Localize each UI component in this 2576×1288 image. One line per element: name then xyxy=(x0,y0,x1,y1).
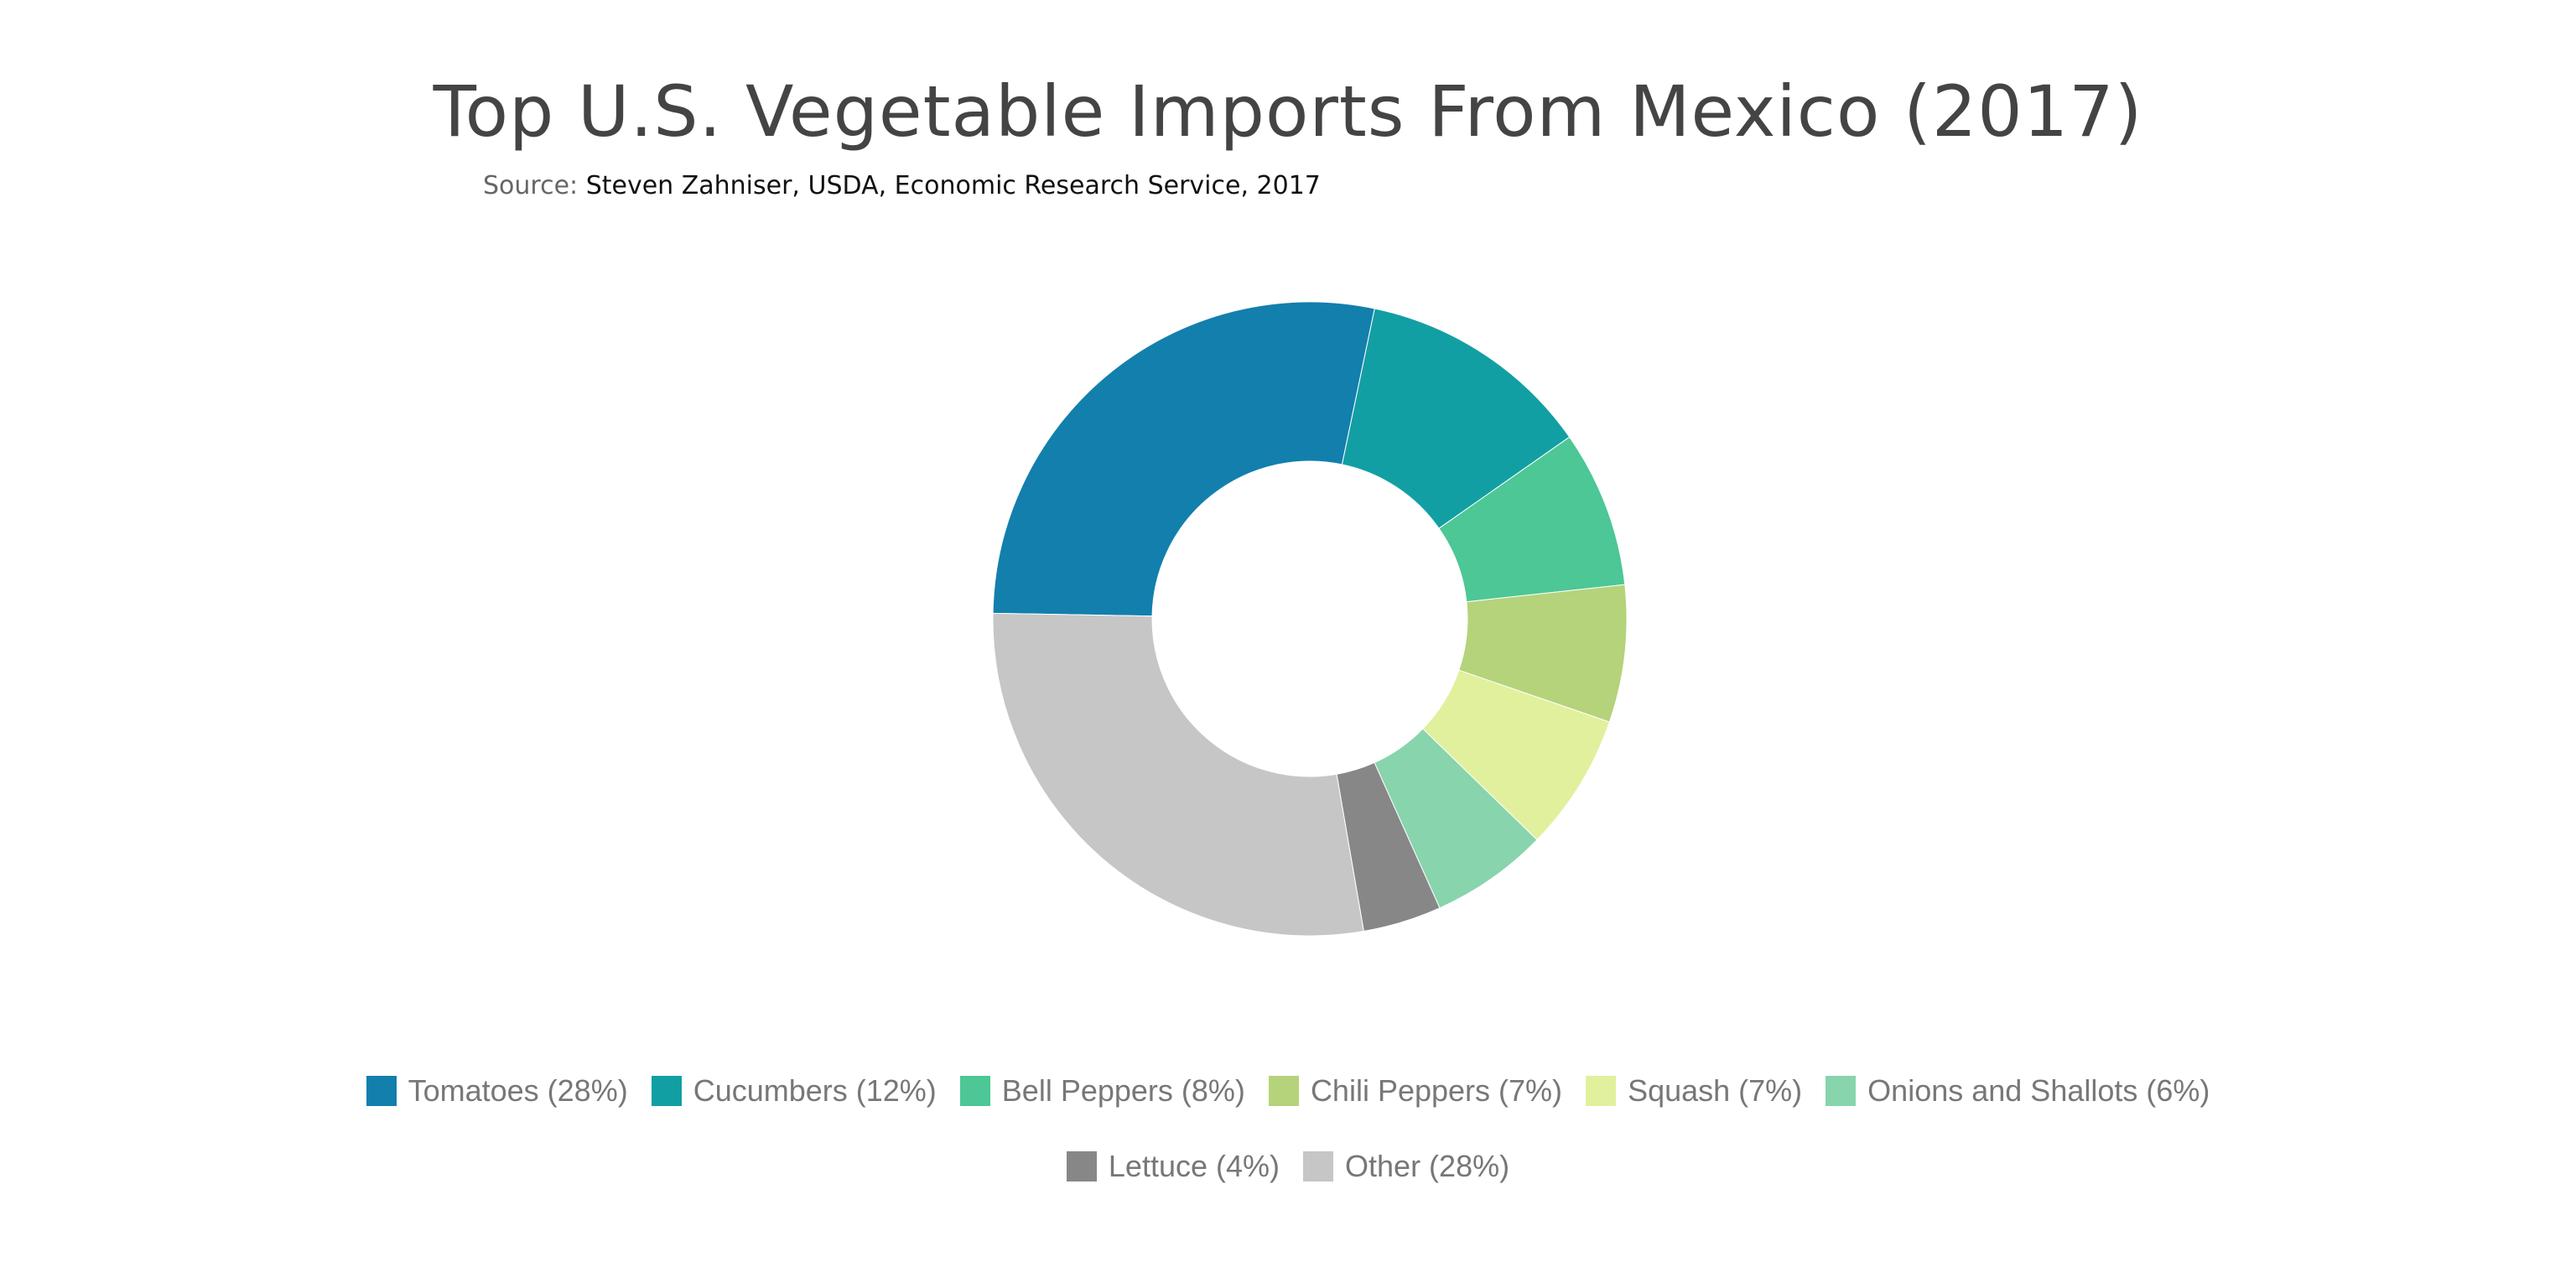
legend-swatch xyxy=(1066,1151,1097,1182)
donut-slice-other[interactable] xyxy=(992,612,1364,937)
legend-item[interactable]: Other (28%) xyxy=(1303,1149,1510,1183)
legend-swatch xyxy=(366,1076,397,1106)
legend-item[interactable]: Onions and Shallots (6%) xyxy=(1826,1073,2210,1108)
legend-swatch xyxy=(651,1076,682,1106)
source-label: Source: xyxy=(483,171,586,200)
legend-item[interactable]: Bell Peppers (8%) xyxy=(959,1073,1245,1108)
legend-item[interactable]: Chili Peppers (7%) xyxy=(1268,1073,1563,1108)
legend-item[interactable]: Squash (7%) xyxy=(1586,1073,1803,1108)
legend-label: Chili Peppers (7%) xyxy=(1310,1073,1563,1108)
legend-label: Bell Peppers (8%) xyxy=(1001,1073,1245,1108)
legend-label: Squash (7%) xyxy=(1628,1073,1803,1108)
legend-swatch xyxy=(959,1076,990,1106)
legend-item[interactable]: Cucumbers (12%) xyxy=(651,1073,937,1108)
chart-legend: Tomatoes (28%) Cucumbers (12%) Bell Pepper… xyxy=(335,1073,2241,1183)
legend-swatch xyxy=(1303,1151,1334,1182)
legend-swatch xyxy=(1268,1076,1299,1106)
legend-swatch xyxy=(1586,1076,1617,1106)
donut-slice-tomatoes[interactable] xyxy=(992,301,1375,617)
legend-item[interactable]: Tomatoes (28%) xyxy=(366,1073,628,1108)
legend-label: Cucumbers (12%) xyxy=(693,1073,937,1108)
legend-label: Onions and Shallots (6%) xyxy=(1867,1073,2210,1108)
legend-item[interactable]: Lettuce (4%) xyxy=(1066,1149,1280,1183)
source-text: Steven Zahniser, USDA, Economic Research… xyxy=(585,171,1321,200)
donut-slice-cucumbers[interactable] xyxy=(1341,308,1571,529)
legend-label: Other (28%) xyxy=(1345,1149,1510,1183)
legend-label: Lettuce (4%) xyxy=(1108,1149,1280,1183)
chart-source: Source: Steven Zahniser, USDA, Economic … xyxy=(483,171,1321,200)
legend-swatch xyxy=(1826,1076,1857,1106)
legend-label: Tomatoes (28%) xyxy=(408,1073,628,1108)
chart-title: Top U.S. Vegetable Imports From Mexico (… xyxy=(433,70,2143,153)
